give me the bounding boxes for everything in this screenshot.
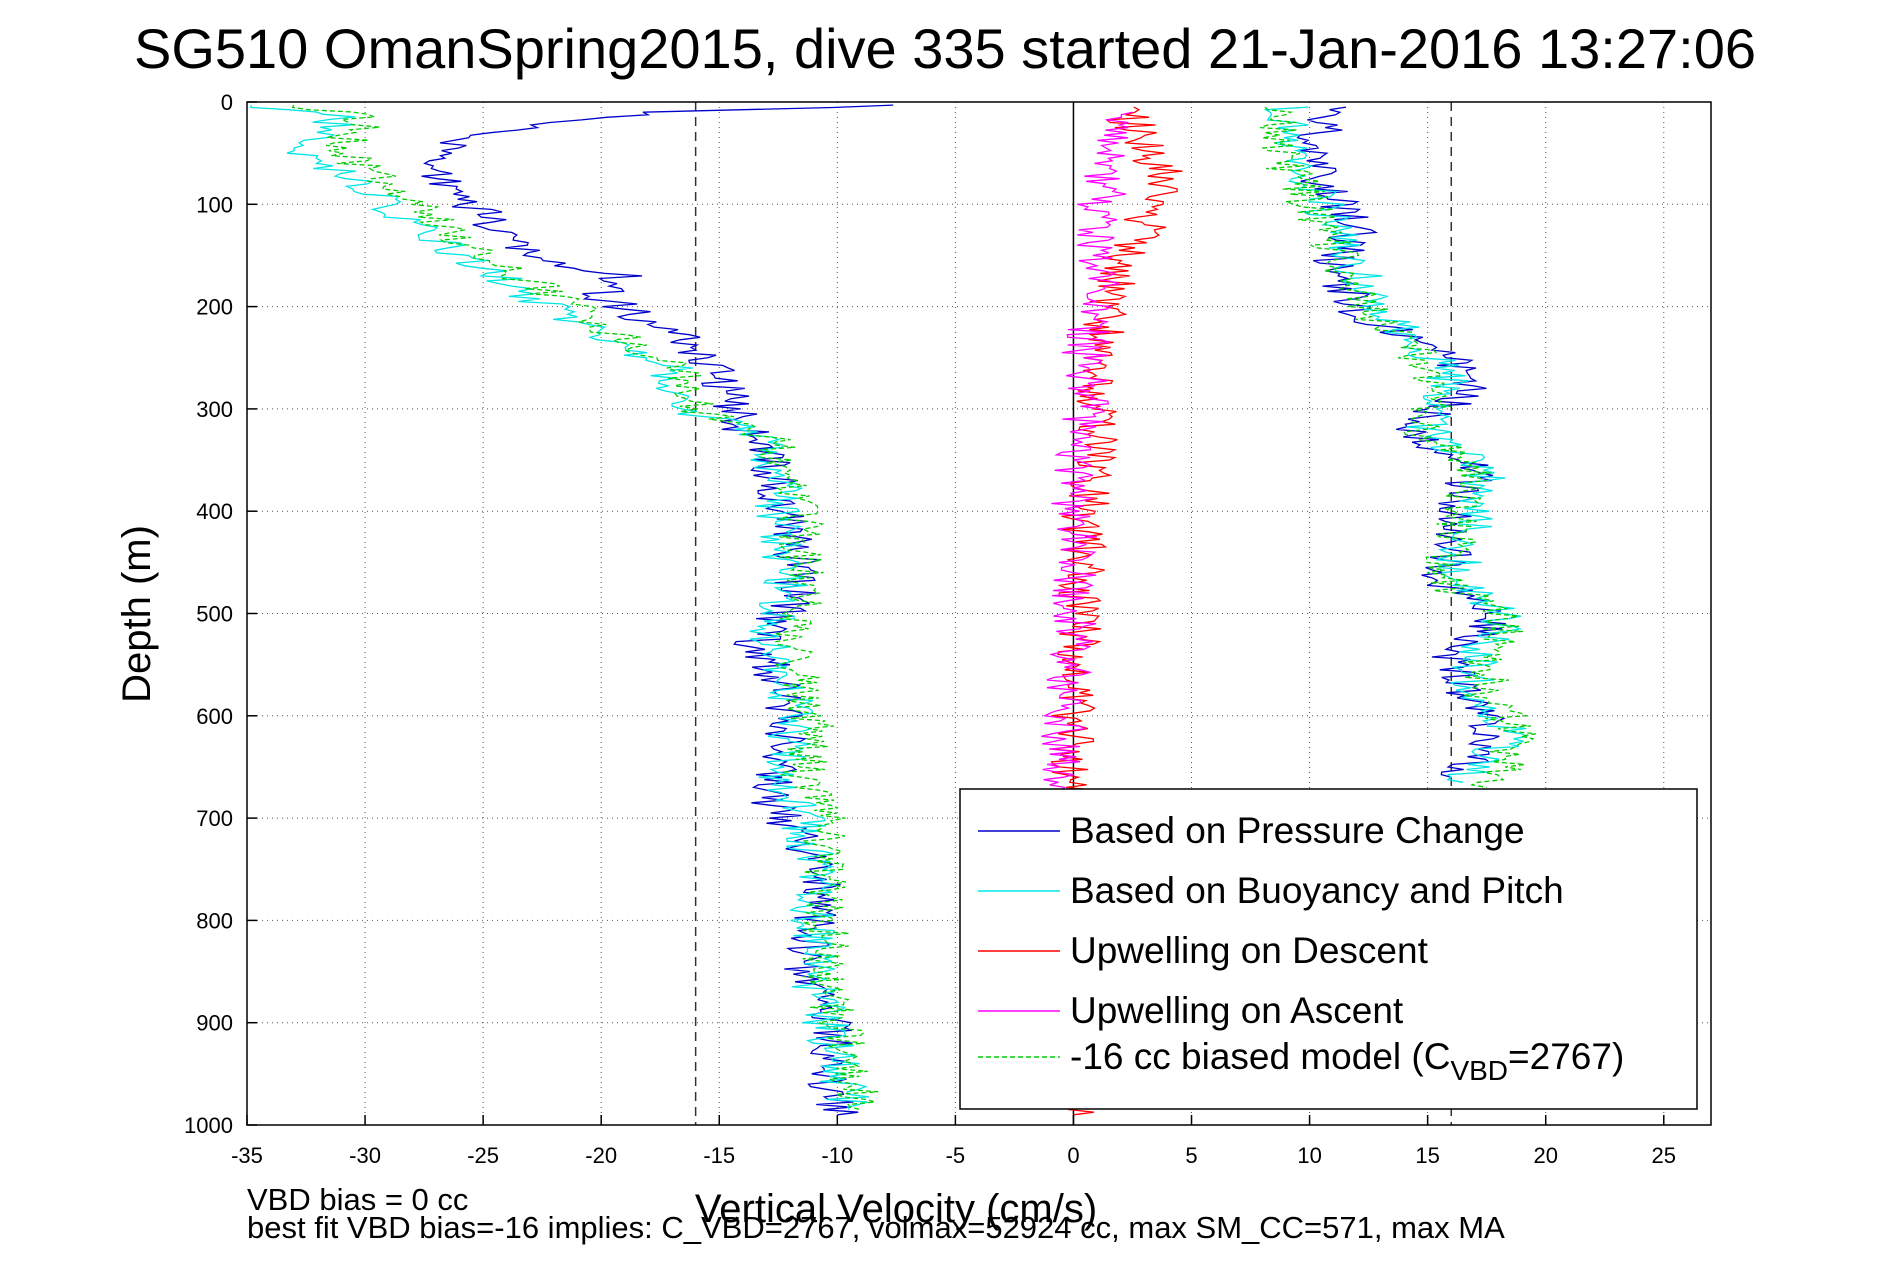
x-tick-label: 25 <box>1652 1143 1676 1168</box>
x-tick-label: -15 <box>703 1143 735 1168</box>
x-tick-label: 10 <box>1297 1143 1321 1168</box>
y-tick-label: 100 <box>196 192 233 217</box>
legend-label: Based on Buoyancy and Pitch <box>1070 870 1564 911</box>
legend-label: Upwelling on Descent <box>1070 930 1429 971</box>
series-line <box>250 104 870 1110</box>
legend-label: -16 cc biased model (CVBD=2767) <box>1070 1036 1624 1086</box>
series-line <box>291 104 879 1111</box>
chart-title: SG510 OmanSpring2015, dive 335 started 2… <box>134 17 1756 80</box>
x-tick-label: 15 <box>1415 1143 1439 1168</box>
y-tick-label: 600 <box>196 704 233 729</box>
x-tick-label: 20 <box>1533 1143 1557 1168</box>
x-tick-label: -25 <box>467 1143 499 1168</box>
y-tick-label: 800 <box>196 908 233 933</box>
x-tick-label: -35 <box>231 1143 263 1168</box>
y-tick-label: 500 <box>196 602 233 627</box>
footer-line-1: VBD bias = 0 cc <box>247 1182 469 1217</box>
x-tick-label: 0 <box>1067 1143 1079 1168</box>
x-tick-label: -30 <box>349 1143 381 1168</box>
y-axis-label: Depth (m) <box>115 525 159 703</box>
y-tick-label: 700 <box>196 806 233 831</box>
series-line <box>1041 111 1133 799</box>
y-tick-label: 1000 <box>184 1113 233 1138</box>
legend: Based on Pressure Change Based on Buoyanc… <box>959 788 1698 1110</box>
series-line <box>421 104 894 1116</box>
y-tick-label: 200 <box>196 295 233 320</box>
series-line <box>1259 106 1536 789</box>
x-tick-label: -5 <box>946 1143 966 1168</box>
footer-line-2: best fit VBD bias=-16 implies: C_VBD=276… <box>247 1210 1505 1245</box>
legend-box <box>959 788 1698 1110</box>
legend-label: Based on Pressure Change <box>1070 810 1525 851</box>
y-tick-labels: 0 100 200 300 400 500 600 700 800 900 1000 <box>184 90 257 1138</box>
y-tick-label: 300 <box>196 397 233 422</box>
y-tick-label: 0 <box>221 90 233 115</box>
x-tick-label: 5 <box>1185 1143 1197 1168</box>
y-tick-label: 400 <box>196 499 233 524</box>
x-axis-label: Vertical Velocity (cm/s) <box>695 1187 1097 1231</box>
x-tick-labels: -35 -30 -25 -20 -15 -10 -5 0 5 10 15 20 25 <box>231 1115 1676 1168</box>
series-line <box>1263 106 1529 783</box>
x-tick-label: -10 <box>821 1143 853 1168</box>
x-tick-label: -20 <box>585 1143 617 1168</box>
y-tick-label: 900 <box>196 1011 233 1036</box>
legend-label: Upwelling on Ascent <box>1070 990 1404 1031</box>
